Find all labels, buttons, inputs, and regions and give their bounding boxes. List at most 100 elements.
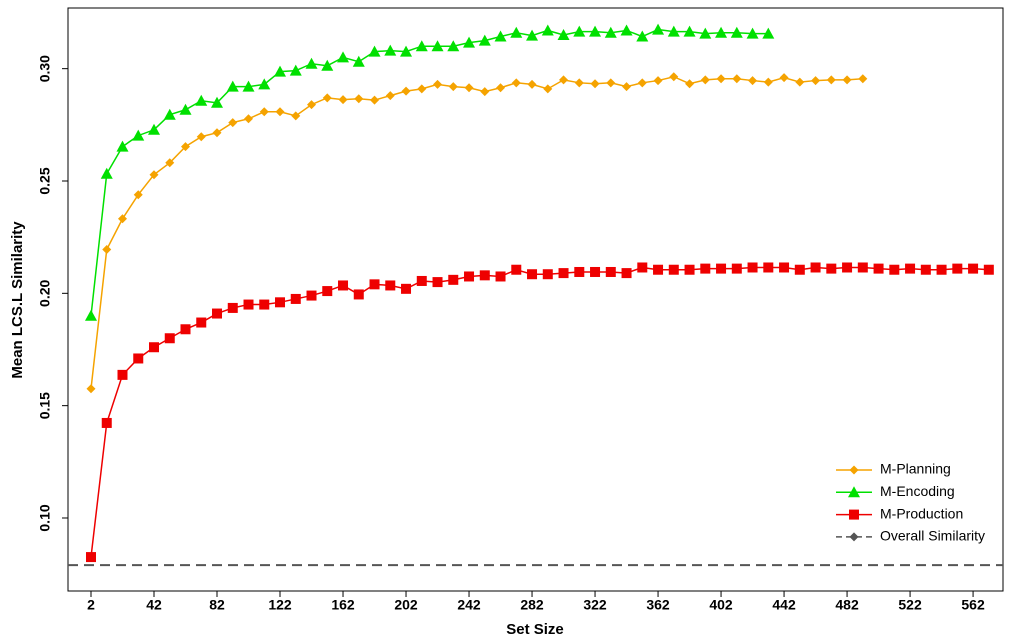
data-point bbox=[826, 263, 837, 274]
data-point bbox=[873, 263, 884, 274]
data-point bbox=[653, 264, 664, 275]
series-line bbox=[90, 75, 863, 389]
data-point bbox=[746, 27, 759, 39]
data-point bbox=[857, 262, 868, 273]
legend-swatch-marker bbox=[849, 532, 859, 542]
data-point bbox=[762, 27, 775, 39]
y-tick-label: 0.20 bbox=[37, 279, 53, 306]
x-tick-label: 522 bbox=[898, 597, 922, 613]
plot-frame bbox=[67, 7, 1004, 592]
data-point bbox=[290, 293, 301, 304]
data-point bbox=[669, 72, 679, 82]
data-point bbox=[858, 74, 868, 84]
data-point bbox=[337, 51, 350, 63]
data-point bbox=[289, 64, 302, 76]
data-point bbox=[732, 74, 742, 84]
data-point bbox=[368, 45, 381, 57]
data-point bbox=[369, 279, 380, 290]
data-point bbox=[842, 75, 852, 85]
data-point bbox=[259, 299, 270, 310]
data-point bbox=[510, 26, 523, 38]
data-point bbox=[543, 84, 553, 94]
data-point bbox=[164, 333, 175, 344]
data-point bbox=[968, 263, 979, 274]
data-point bbox=[526, 29, 539, 41]
data-point bbox=[731, 263, 742, 274]
legend-label: M-Production bbox=[880, 505, 963, 521]
data-point bbox=[307, 100, 317, 110]
legend-label: M-Encoding bbox=[880, 483, 955, 499]
data-point bbox=[748, 76, 758, 86]
data-point bbox=[243, 299, 254, 310]
x-tick-label: 402 bbox=[709, 597, 733, 613]
legend-swatch-marker bbox=[849, 465, 859, 475]
data-point bbox=[496, 83, 506, 93]
data-point bbox=[685, 79, 695, 89]
data-point bbox=[212, 308, 223, 319]
data-point bbox=[244, 114, 254, 124]
data-point bbox=[779, 73, 789, 83]
data-point bbox=[133, 190, 143, 200]
data-point bbox=[352, 55, 365, 67]
x-tick-label: 162 bbox=[331, 597, 355, 613]
data-point bbox=[322, 286, 333, 297]
data-point bbox=[417, 84, 427, 94]
x-tick-label: 122 bbox=[268, 597, 292, 613]
data-point bbox=[275, 297, 286, 308]
data-point bbox=[102, 245, 112, 255]
data-point bbox=[448, 82, 458, 92]
data-point bbox=[667, 25, 680, 37]
data-point bbox=[730, 26, 743, 38]
data-point bbox=[573, 25, 586, 37]
data-point bbox=[541, 24, 554, 36]
data-point bbox=[684, 264, 695, 275]
data-point bbox=[258, 78, 271, 90]
x-tick-label: 242 bbox=[457, 597, 481, 613]
data-point bbox=[431, 40, 444, 52]
data-point bbox=[747, 262, 758, 273]
data-point bbox=[370, 95, 380, 105]
data-point bbox=[763, 262, 774, 273]
data-point bbox=[132, 129, 145, 141]
y-axis-label: Mean LCS.L Similarity bbox=[9, 221, 26, 379]
data-point bbox=[305, 57, 318, 69]
data-point bbox=[511, 264, 522, 275]
data-point bbox=[636, 30, 649, 42]
data-point bbox=[479, 270, 490, 281]
data-point bbox=[542, 269, 553, 280]
data-point bbox=[181, 142, 191, 152]
data-point bbox=[464, 83, 474, 93]
data-point bbox=[763, 77, 773, 87]
data-point bbox=[196, 317, 207, 328]
data-point bbox=[180, 324, 191, 335]
data-point bbox=[401, 86, 411, 96]
x-tick-label: 442 bbox=[772, 597, 796, 613]
data-point bbox=[338, 280, 349, 291]
data-point bbox=[480, 87, 490, 97]
data-point bbox=[354, 94, 364, 104]
data-point bbox=[117, 369, 128, 380]
data-point bbox=[400, 45, 413, 57]
data-point bbox=[559, 75, 569, 85]
data-point bbox=[683, 25, 696, 37]
data-point bbox=[148, 123, 161, 135]
data-point bbox=[385, 280, 396, 291]
data-point bbox=[227, 302, 238, 313]
data-point bbox=[195, 94, 208, 106]
data-point bbox=[590, 79, 600, 89]
data-point bbox=[716, 74, 726, 84]
data-point bbox=[133, 353, 144, 364]
data-point bbox=[433, 79, 443, 89]
data-point bbox=[983, 264, 994, 275]
data-point bbox=[101, 417, 112, 428]
x-tick-label: 282 bbox=[520, 597, 544, 613]
series-line bbox=[90, 28, 769, 316]
data-point bbox=[165, 158, 175, 168]
x-tick-label: 82 bbox=[209, 597, 225, 613]
data-point bbox=[605, 266, 616, 277]
data-point bbox=[652, 23, 665, 35]
data-point bbox=[226, 80, 239, 92]
data-point bbox=[242, 80, 255, 92]
